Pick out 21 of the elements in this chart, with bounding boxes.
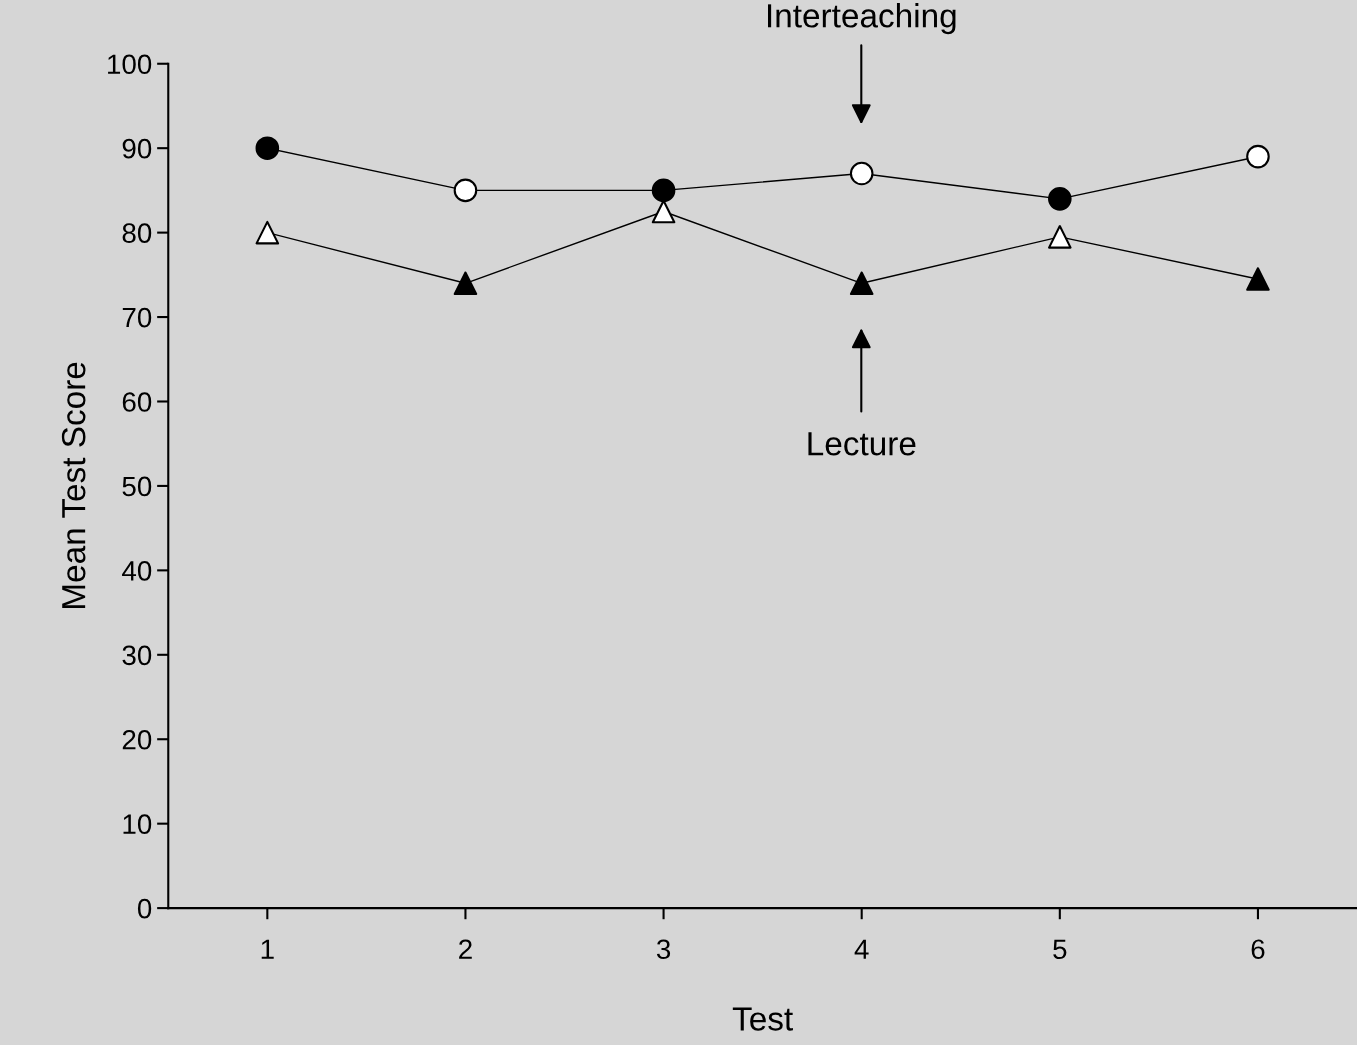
y-tick-label: 100 xyxy=(108,54,152,75)
y-tick-label: 20 xyxy=(122,729,152,750)
y-tick-label: 40 xyxy=(122,561,152,581)
y-tick-label: 50 xyxy=(122,476,152,497)
y-tick-label: 90 xyxy=(122,138,152,159)
text: Interteaching xyxy=(768,3,956,35)
x-tick-label: 5 xyxy=(1053,939,1067,960)
annotation: Lecture xyxy=(808,432,916,456)
y-tick-label: 30 xyxy=(122,645,152,666)
y-tick-label: 10 xyxy=(123,814,152,835)
x-tick-label: 2 xyxy=(459,939,472,959)
x-tick-label: 4 xyxy=(854,939,869,959)
x-tick-label: 6 xyxy=(1251,939,1265,960)
y-tick-label: 80 xyxy=(122,223,152,243)
x-axis-title: Test xyxy=(732,1007,793,1031)
y-tick-label: 60 xyxy=(122,392,152,412)
y-tick-label: 0 xyxy=(137,898,152,919)
y-tick-label: 70 xyxy=(122,307,152,328)
x-tick-label: 1 xyxy=(261,939,274,959)
x-tick-label: 3 xyxy=(656,939,671,960)
y-axis-title: Mean Test Score xyxy=(61,362,86,608)
